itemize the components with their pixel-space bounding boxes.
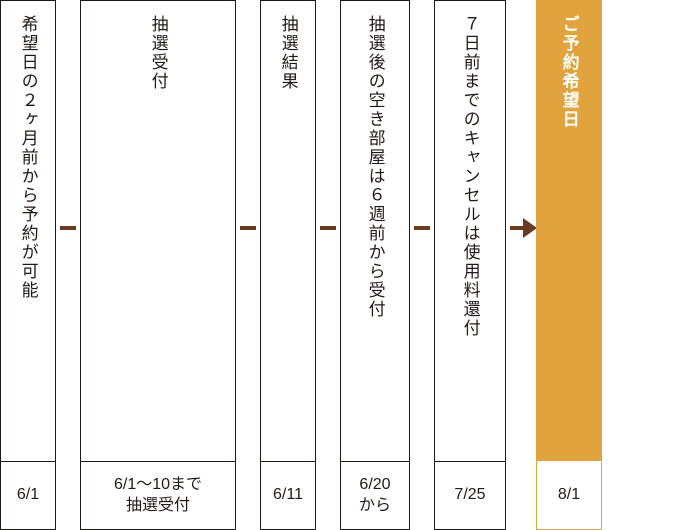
stage-start: 希望日の２ヶ月前から予約が可能 6/1 [0,0,56,530]
stage-body: 抽選後の空き部屋は６週前から受付 [341,1,409,461]
stage-date: 6/20から [341,461,409,529]
stage-date: 6/11 [261,461,315,529]
stage-label: 抽選結果 [274,15,301,91]
stage-result: 抽選結果 6/11 [260,0,316,530]
reservation-timeline: 希望日の２ヶ月前から予約が可能 6/1 抽選受付 6/1〜10まで抽選受付 抽選結果 6/… [0,0,673,530]
stage-date: 7/25 [435,461,505,529]
dash-connector [316,0,340,530]
stage-date: 6/1〜10まで抽選受付 [81,461,235,529]
stage-accept: 抽選受付 6/1〜10まで抽選受付 [80,0,236,530]
stage-body: 希望日の２ヶ月前から予約が可能 [1,1,55,461]
stage-body: ７日前までのキャンセルは使用料還付 [435,1,505,461]
stage-label: ７日前までのキャンセルは使用料還付 [456,15,483,338]
dash-icon [60,226,76,230]
stage-date: 6/1 [1,461,55,529]
stage-label: 抽選後の空き部屋は６週前から受付 [361,15,388,319]
stage-vacancy: 抽選後の空き部屋は６週前から受付 6/20から [340,0,410,530]
dash-connector [56,0,80,530]
dash-connector [236,0,260,530]
dash-icon [414,226,430,230]
stage-body: ご予約希望日 [537,1,601,461]
stage-body: 抽選結果 [261,1,315,461]
dash-connector [410,0,434,530]
stage-date: 8/1 [537,461,601,529]
stage-cancel: ７日前までのキャンセルは使用料還付 7/25 [434,0,506,530]
stage-label: 希望日の２ヶ月前から予約が可能 [14,15,41,300]
dash-icon [240,226,256,230]
stage-body: 抽選受付 [81,1,235,461]
dash-icon [320,226,336,230]
arrow-connector [506,0,536,530]
stage-label: ご予約希望日 [555,15,582,129]
arrow-head-icon [523,218,537,238]
stage-label: 抽選受付 [144,15,171,91]
stage-target: ご予約希望日 8/1 [536,0,602,530]
